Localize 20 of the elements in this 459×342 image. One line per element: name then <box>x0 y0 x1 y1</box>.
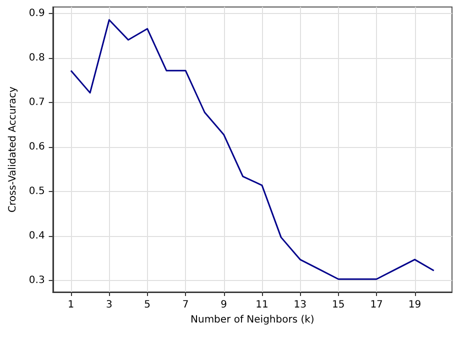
y-tick-label: 0.6 <box>28 142 45 153</box>
x-tick-label: 15 <box>332 300 345 310</box>
line-series <box>70 19 435 280</box>
y-tick-label: 0.3 <box>28 274 45 286</box>
x-tick-label: 11 <box>256 300 268 310</box>
y-tick-label: 0.4 <box>28 230 45 242</box>
x-tick-label: 13 <box>294 300 307 310</box>
x-tick-label: 9 <box>220 300 227 310</box>
y-tick-label: 0.7 <box>28 97 45 108</box>
x-tick-label: 3 <box>106 300 112 310</box>
x-tick-label: 5 <box>144 300 151 310</box>
x-axis-title: Number of Neighbors (k) <box>190 314 314 326</box>
y-tick-label: 0.5 <box>28 186 45 198</box>
x-tick-label: 1 <box>68 300 74 310</box>
x-tick-label: 19 <box>408 300 422 310</box>
y-tick-label: 0.9 <box>28 8 45 20</box>
y-axis-title: Cross-Validated Accuracy <box>8 86 18 212</box>
y-tick-label: 0.8 <box>28 52 45 64</box>
x-tick-label: 7 <box>182 300 189 310</box>
x-tick-label: 17 <box>370 300 383 310</box>
